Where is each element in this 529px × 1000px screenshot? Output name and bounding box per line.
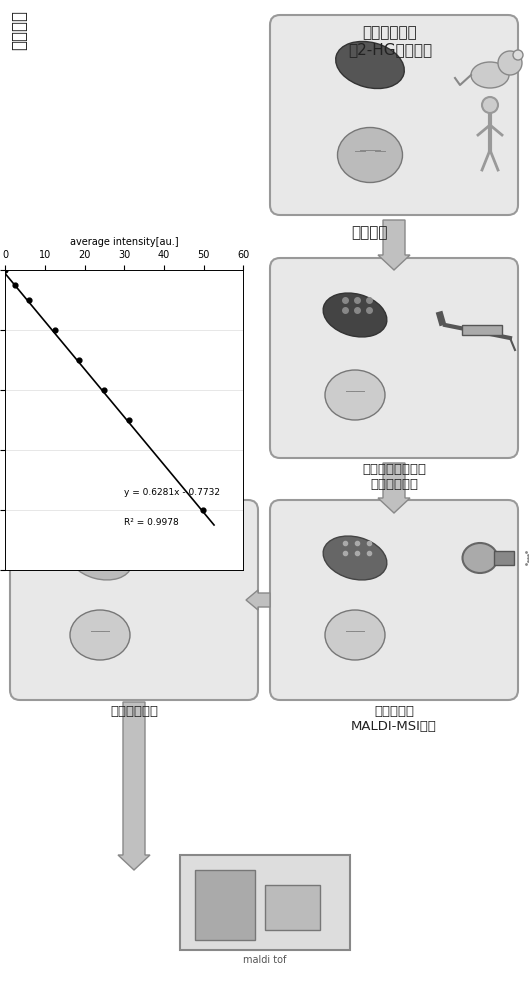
Point — [13, 550, 21, 566]
Point — [1, 262, 10, 278]
Ellipse shape — [336, 41, 404, 89]
Text: 基质涂布和
MALDI-MSI成像: 基质涂布和 MALDI-MSI成像 — [351, 705, 437, 733]
Ellipse shape — [323, 536, 387, 580]
Point — [24, 292, 33, 308]
Bar — [494, 551, 514, 565]
Point — [11, 277, 19, 293]
Point — [199, 502, 207, 518]
Circle shape — [498, 51, 522, 75]
Ellipse shape — [462, 543, 497, 573]
FancyArrow shape — [246, 590, 270, 610]
Point — [191, 313, 200, 329]
Ellipse shape — [323, 293, 387, 337]
X-axis label: average intensity[au.]: average intensity[au.] — [70, 237, 179, 247]
Text: 小分子量标准添加
制备标志物质: 小分子量标准添加 制备标志物质 — [362, 463, 426, 491]
FancyBboxPatch shape — [270, 258, 518, 458]
FancyArrow shape — [118, 702, 150, 870]
Point — [49, 500, 57, 516]
Point — [96, 438, 105, 454]
Bar — [265, 885, 320, 930]
Bar — [180, 855, 350, 950]
Text: y = 0.6281x - 0.7732: y = 0.6281x - 0.7732 — [136, 488, 232, 497]
Text: 标准曲线建立
中2-HG浓度定量: 标准曲线建立 中2-HG浓度定量 — [348, 25, 432, 57]
Bar — [462, 325, 502, 335]
Point — [1, 562, 10, 578]
Text: 数据处理: 数据处理 — [10, 10, 28, 50]
Point — [72, 470, 81, 486]
Circle shape — [513, 50, 523, 60]
Point — [99, 382, 108, 398]
Ellipse shape — [338, 127, 403, 182]
Bar — [195, 870, 255, 940]
FancyBboxPatch shape — [270, 15, 518, 215]
Ellipse shape — [325, 370, 385, 420]
Point — [120, 406, 129, 422]
Circle shape — [482, 97, 498, 113]
Text: maldi tof: maldi tof — [243, 955, 287, 965]
Ellipse shape — [68, 536, 132, 580]
Text: y = 0.6281x - 0.7732: y = 0.6281x - 0.7732 — [124, 488, 220, 497]
Point — [51, 322, 59, 338]
FancyBboxPatch shape — [270, 500, 518, 700]
FancyArrow shape — [118, 400, 150, 450]
Ellipse shape — [70, 610, 130, 660]
Point — [25, 532, 33, 548]
Text: R² = 0.9978: R² = 0.9978 — [136, 518, 191, 527]
Text: 组织取材: 组织取材 — [352, 225, 388, 240]
Ellipse shape — [325, 610, 385, 660]
FancyBboxPatch shape — [10, 500, 258, 700]
Point — [75, 352, 83, 368]
Point — [125, 412, 133, 428]
Text: R² = 0.9978: R² = 0.9978 — [124, 518, 179, 527]
FancyArrow shape — [378, 463, 410, 513]
FancyArrow shape — [378, 220, 410, 270]
Ellipse shape — [471, 62, 509, 88]
Text: 激光烧蚀采样: 激光烧蚀采样 — [110, 705, 158, 718]
